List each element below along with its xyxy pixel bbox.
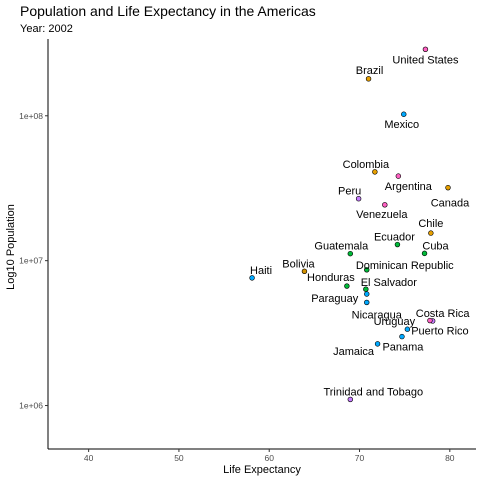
data-point <box>347 396 354 403</box>
point-label: Nicaragua <box>352 309 403 321</box>
data-point <box>364 299 370 306</box>
point-label: Peru <box>338 186 361 198</box>
y-axis-title: Log10 Population <box>5 204 17 290</box>
point-label: El Salvador <box>361 277 418 289</box>
data-point <box>421 250 428 257</box>
point-label: Venezuela <box>356 209 408 221</box>
point-label: Brazil <box>356 65 384 77</box>
data-point <box>364 291 370 297</box>
point-label: Uruguay <box>374 316 416 328</box>
data-point <box>355 196 362 202</box>
chart-title: Population and Life Expectancy in the Am… <box>20 3 316 19</box>
points-group <box>249 46 451 403</box>
data-point <box>374 341 381 347</box>
data-point <box>382 202 388 208</box>
point-label: Honduras <box>307 272 355 284</box>
data-point <box>301 268 308 274</box>
point-label: Trinidad and Tobago <box>323 386 423 398</box>
data-point <box>427 317 433 324</box>
point-label: Dominican Republic <box>356 260 454 272</box>
point-label: Canada <box>431 198 470 210</box>
point-label: Ecuador <box>374 232 415 244</box>
point-label: Puerto Rico <box>411 326 468 338</box>
data-point <box>404 326 411 332</box>
chart-subtitle: Year: 2002 <box>20 23 73 35</box>
data-point <box>394 241 401 248</box>
y-tick-label: 1e+06 <box>19 401 43 411</box>
data-point <box>344 283 350 289</box>
x-tick-label: 50 <box>174 453 184 463</box>
y-tick-label: 1e+08 <box>19 111 43 121</box>
data-point <box>347 250 354 257</box>
point-label: Bolivia <box>282 258 315 270</box>
x-tick-label: 60 <box>264 453 274 463</box>
axes-group: 40 50 60 70 80 1e+06 1e+07 1e+08 <box>19 39 476 463</box>
point-label: Panama <box>382 342 424 354</box>
point-label: Guatemala <box>314 241 369 253</box>
point-label: Colombia <box>343 159 390 171</box>
data-point <box>364 267 370 273</box>
x-tick-label: 40 <box>84 453 94 463</box>
x-axis-title: Life Expectancy <box>223 464 301 476</box>
point-label: United States <box>392 54 459 66</box>
point-label: Argentina <box>385 181 433 193</box>
data-point <box>249 275 255 281</box>
labels-group: United States Brazil Mexico Colombia Argenti… <box>250 54 470 398</box>
data-point <box>422 46 429 53</box>
point-label: Mexico <box>384 119 419 131</box>
point-label: Cuba <box>422 240 449 252</box>
x-tick-label: 80 <box>445 453 455 463</box>
data-point <box>395 173 402 179</box>
data-point <box>401 111 407 117</box>
data-point <box>365 76 372 82</box>
point-label: Costa Rica <box>416 308 471 320</box>
point-label: Jamaica <box>333 346 375 358</box>
x-tick-label: 70 <box>355 453 365 463</box>
point-label: Paraguay <box>311 293 359 305</box>
point-label: Haiti <box>250 265 272 277</box>
point-label: Chile <box>418 218 443 230</box>
data-point <box>428 230 434 236</box>
y-tick-label: 1e+07 <box>19 256 43 266</box>
data-point <box>399 333 405 340</box>
data-point <box>445 184 451 191</box>
data-point <box>372 169 378 175</box>
